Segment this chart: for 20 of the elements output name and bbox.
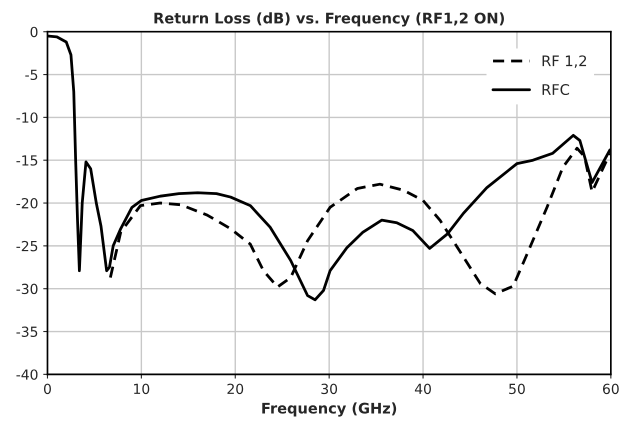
y-tick-label: -25	[16, 240, 38, 252]
x-tick-label: 60	[602, 384, 619, 394]
x-axis-title: Frequency (GHz)	[262, 402, 396, 417]
y-tick-label: -35	[16, 326, 38, 337]
y-tick-label: -40	[16, 369, 38, 380]
x-tick-label: 30	[321, 384, 338, 394]
x-tick-label: 50	[509, 384, 525, 394]
y-tick-label: 0	[30, 26, 38, 38]
y-tick-label: -5	[25, 70, 38, 80]
chart-title: Return Loss (dB) vs. Frequency (RF1,2 ON)	[154, 12, 504, 27]
x-tick-label: 10	[134, 384, 150, 394]
x-tick-label: 40	[414, 384, 431, 394]
y-tick-label: -30	[16, 284, 38, 294]
y-tick-label: -10	[16, 112, 38, 123]
y-tick-label: -20	[16, 198, 38, 209]
x-tick-label: 20	[227, 384, 244, 394]
x-tick-label: 0	[44, 384, 51, 394]
y-tick-label: -15	[16, 155, 38, 166]
legend-label: RF 1,2	[542, 55, 586, 68]
legend-label: RFC	[542, 84, 570, 96]
